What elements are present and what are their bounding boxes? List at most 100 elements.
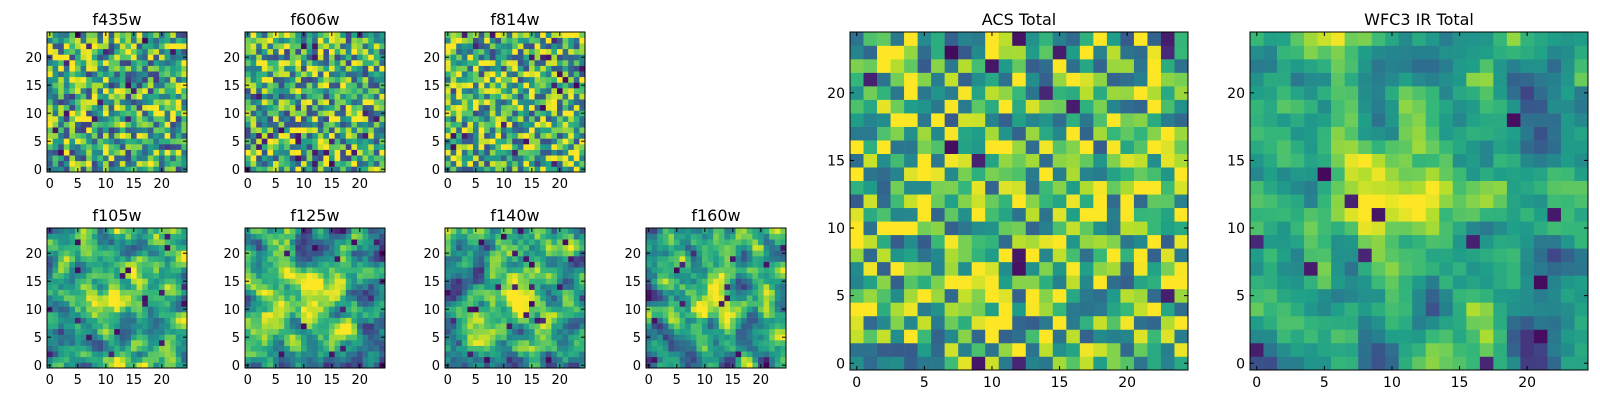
heatmap-cell bbox=[317, 48, 324, 55]
heatmap-cell bbox=[551, 54, 558, 61]
heatmap-cell bbox=[1066, 194, 1081, 209]
heatmap-cell bbox=[517, 334, 524, 341]
heatmap-cell bbox=[131, 278, 137, 285]
heatmap-cell bbox=[136, 233, 143, 240]
heatmap-cell bbox=[250, 166, 257, 173]
heatmap-cell bbox=[170, 312, 177, 318]
heatmap-cell bbox=[69, 82, 76, 89]
heatmap-cell bbox=[456, 233, 463, 240]
heatmap-cell bbox=[69, 37, 76, 44]
heatmap-cell bbox=[373, 306, 380, 313]
heatmap-cell bbox=[517, 160, 524, 167]
heatmap-cell bbox=[724, 295, 731, 302]
heatmap-cell bbox=[147, 76, 154, 83]
heatmap-cell bbox=[58, 43, 65, 50]
heatmap-cell bbox=[379, 43, 386, 50]
heatmap-cell bbox=[256, 362, 263, 369]
heatmap-cell bbox=[312, 110, 319, 117]
heatmap-cell bbox=[579, 289, 586, 296]
heatmap-cell bbox=[456, 149, 463, 156]
heatmap-cell bbox=[523, 65, 530, 72]
heatmap-cell bbox=[289, 312, 296, 318]
heatmap-cell bbox=[153, 88, 160, 94]
heatmap-cell bbox=[312, 166, 319, 173]
heatmap-cell bbox=[357, 345, 363, 352]
heatmap-cell bbox=[250, 328, 257, 335]
heatmap-cell bbox=[713, 233, 720, 240]
heatmap-cell bbox=[489, 88, 496, 94]
heatmap-cell bbox=[357, 160, 363, 167]
heatmap-cell bbox=[52, 284, 59, 290]
heatmap-cell bbox=[1052, 275, 1067, 290]
heatmap-cell bbox=[379, 244, 386, 251]
heatmap-cell bbox=[351, 37, 358, 44]
heatmap-cell bbox=[175, 256, 182, 262]
heatmap-cell bbox=[131, 110, 137, 117]
heatmap-cell bbox=[47, 149, 53, 156]
heatmap-cell bbox=[512, 300, 519, 307]
heatmap-cell bbox=[523, 54, 530, 61]
heatmap-cell bbox=[557, 121, 563, 128]
heatmap-cell bbox=[52, 356, 59, 363]
heatmap-cell bbox=[944, 207, 959, 222]
heatmap-cell bbox=[450, 284, 457, 290]
heatmap-cell bbox=[484, 250, 491, 257]
heatmap-cell bbox=[534, 239, 541, 246]
heatmap-cell bbox=[473, 267, 479, 274]
heatmap-cell bbox=[273, 144, 279, 150]
heatmap-cell bbox=[267, 356, 274, 363]
heatmap-cell bbox=[1147, 248, 1162, 263]
heatmap-cell bbox=[461, 244, 468, 251]
heatmap-cell bbox=[351, 54, 358, 61]
x-tick-label: 20 bbox=[552, 373, 569, 388]
heatmap-cell bbox=[250, 149, 257, 156]
heatmap-cell bbox=[256, 351, 263, 358]
heatmap-cell bbox=[774, 244, 781, 251]
heatmap-cell bbox=[646, 233, 652, 240]
heatmap-cell bbox=[284, 295, 291, 302]
heatmap-cell bbox=[351, 127, 358, 134]
heatmap-cell bbox=[351, 32, 358, 38]
heatmap-cell bbox=[1093, 207, 1108, 222]
heatmap-cell bbox=[379, 155, 386, 162]
heatmap-cell bbox=[517, 48, 524, 55]
heatmap-cell bbox=[103, 149, 109, 156]
heatmap-cell bbox=[273, 43, 279, 50]
heatmap-cell bbox=[284, 127, 291, 134]
heatmap-cell bbox=[690, 340, 697, 346]
heatmap-cell bbox=[306, 127, 313, 134]
heatmap-cell bbox=[142, 71, 149, 78]
heatmap-cell bbox=[657, 295, 664, 302]
heatmap-cell bbox=[985, 356, 1000, 371]
heatmap-cell bbox=[301, 82, 307, 89]
heatmap-cell bbox=[295, 71, 302, 78]
heatmap-cell bbox=[306, 71, 313, 78]
heatmap-cell bbox=[545, 278, 552, 285]
heatmap-cell bbox=[334, 149, 341, 156]
heatmap-cell bbox=[495, 334, 502, 341]
heatmap-cell bbox=[450, 272, 457, 279]
heatmap-cell bbox=[136, 166, 143, 173]
heatmap-cell bbox=[545, 160, 552, 167]
heatmap-cell bbox=[119, 323, 126, 330]
heatmap-cell bbox=[489, 116, 496, 122]
heatmap-cell bbox=[545, 60, 552, 66]
heatmap-cell bbox=[317, 306, 324, 313]
heatmap-cell bbox=[702, 233, 708, 240]
heatmap-cell bbox=[136, 155, 143, 162]
heatmap-cell bbox=[170, 54, 177, 61]
heatmap-cell bbox=[131, 345, 137, 352]
heatmap-cell bbox=[517, 351, 524, 358]
heatmap-cell bbox=[368, 272, 375, 279]
heatmap-cell bbox=[250, 88, 257, 94]
heatmap-cell bbox=[317, 99, 324, 106]
heatmap-cell bbox=[368, 239, 375, 246]
heatmap-cell bbox=[752, 334, 759, 341]
heatmap-cell bbox=[540, 272, 547, 279]
heatmap-cell bbox=[108, 351, 115, 358]
heatmap-cell bbox=[289, 127, 296, 134]
heatmap-cell bbox=[175, 166, 182, 173]
heatmap-cell bbox=[707, 267, 714, 274]
heatmap-cell bbox=[877, 356, 891, 371]
heatmap-cell bbox=[651, 261, 658, 268]
